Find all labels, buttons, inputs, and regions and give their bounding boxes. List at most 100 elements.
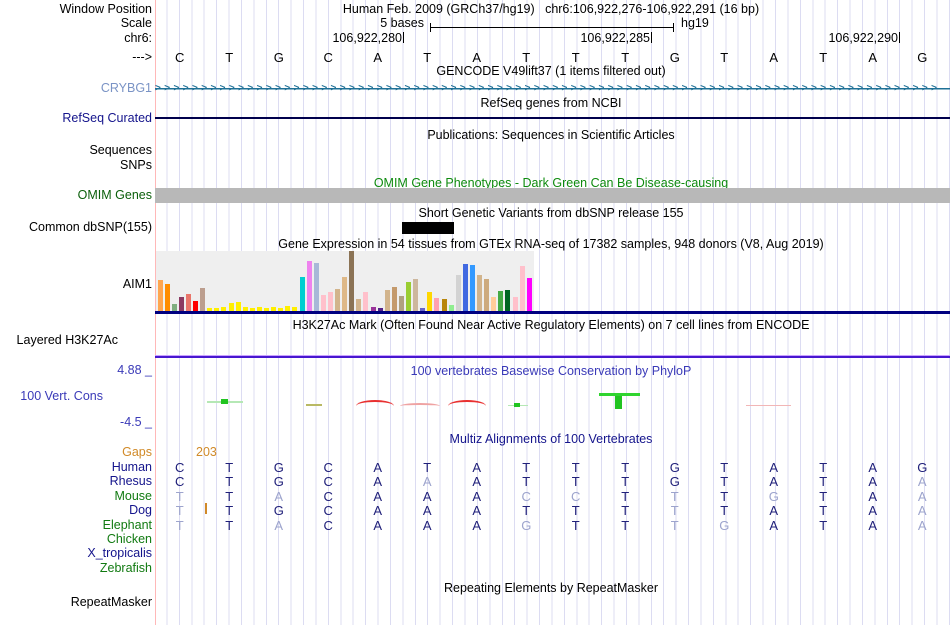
aligned-base: G [719, 517, 730, 533]
gtex-tissue-bar [285, 306, 291, 311]
aligned-base: A [274, 517, 284, 533]
multiz-species-label-mouse[interactable]: Mouse [114, 488, 152, 503]
gtex-tissue-bar [200, 288, 206, 311]
aligned-base: T [225, 460, 234, 475]
gtex-tissue-bar [278, 308, 284, 311]
scale-label: Scale [120, 16, 152, 30]
aligned-base: A [769, 460, 779, 475]
multiz-track-title[interactable]: Multiz Alignments of 100 Vertebrates [449, 432, 653, 446]
aligned-base: G [273, 460, 284, 475]
gtex-tissue-bar [313, 263, 319, 311]
multiz-gaps-label[interactable]: Gaps [122, 445, 152, 459]
gtex-tissue-bar [342, 277, 348, 311]
omim-gene-bar[interactable] [155, 188, 950, 203]
publications-track-title[interactable]: Publications: Sequences in Scientific Ar… [427, 128, 675, 142]
aligned-base: T [571, 503, 580, 519]
aligned-base: G [273, 474, 284, 490]
gtex-gene-label-aim1[interactable]: AIM1 [122, 277, 152, 291]
dbsnp-track-title[interactable]: Short Genetic Variants from dbSNP releas… [418, 206, 684, 220]
omim-genes-label[interactable]: OMIM Genes [77, 188, 152, 202]
aligned-base: T [225, 517, 234, 533]
multiz-species-label-rhesus[interactable]: Rhesus [109, 474, 152, 489]
position-number: 106,922,280 [332, 31, 402, 45]
gtex-tissue-bar [420, 308, 426, 311]
aligned-base: T [819, 460, 828, 475]
strand-direction-label: ---> [132, 50, 152, 64]
crybg1-gene-arrows[interactable]: >>>>>>>>>>>>>>>>>>>>>>>>>>>>>>>>>>>>>>>>… [155, 82, 950, 95]
gencode-track-title[interactable]: GENCODE V49lift37 (1 items filtered out) [436, 64, 666, 78]
aligned-base: T [522, 474, 531, 490]
snps-label[interactable]: SNPs [120, 158, 152, 172]
conservation-min-tick: -4.5 _ [120, 415, 152, 429]
gtex-track-title[interactable]: Gene Expression in 54 tissues from GTEx … [278, 237, 824, 251]
aligned-base: A [472, 517, 482, 533]
reference-base: A [769, 50, 779, 65]
aligned-base: T [819, 517, 828, 533]
multiz-species-label-chicken[interactable]: Chicken [106, 532, 152, 546]
repeatmasker-track-title[interactable]: Repeating Elements by RepeatMasker [443, 581, 658, 595]
aligned-base: A [472, 474, 482, 490]
common-dbsnp-label[interactable]: Common dbSNP(155) [29, 220, 152, 234]
aligned-base: A [472, 503, 482, 519]
h3k27ac-signal-line[interactable] [155, 355, 950, 358]
refseq-gene-line[interactable] [155, 117, 950, 119]
aligned-base: A [769, 503, 779, 519]
multiz-species-label-dog[interactable]: Dog [129, 503, 152, 518]
h3k27ac-track-title[interactable]: H3K27Ac Mark (Often Found Near Active Re… [292, 318, 810, 332]
gtex-tissue-bar [356, 299, 362, 311]
vert-cons-label[interactable]: 100 Vert. Cons [20, 389, 103, 403]
scale-value: 5 bases [380, 16, 424, 30]
aligned-base: T [670, 503, 679, 519]
aligned-base: T [621, 503, 630, 519]
aligned-base: A [373, 488, 383, 504]
gtex-tissue-bar [505, 290, 511, 311]
layered-h3k27ac-label[interactable]: Layered H3K27Ac [16, 333, 118, 347]
aligned-base: A [472, 488, 482, 504]
multiz-species-label-zebrafish[interactable]: Zebrafish [99, 560, 152, 575]
multiz-species-label-elephant[interactable]: Elephant [102, 517, 152, 532]
aligned-base: A [868, 488, 878, 504]
assembly-range-title: Human Feb. 2009 (GRCh37/hg19) chr6:106,9… [155, 2, 947, 16]
gtex-tissue-bar [264, 308, 269, 311]
position-tick [403, 32, 404, 43]
aligned-base: C [175, 474, 185, 490]
gtex-tissue-bar [207, 308, 213, 311]
multiz-species-label-x_tropicalis[interactable]: X_tropicalis [87, 546, 152, 561]
dbsnp-variant-bar[interactable] [402, 222, 454, 234]
aligned-base: C [175, 460, 185, 475]
aligned-base: A [868, 517, 878, 533]
gtex-tissue-bar [526, 278, 532, 311]
reference-base: T [522, 50, 531, 65]
conservation-mark [356, 400, 394, 406]
gtex-tissue-bar [256, 307, 262, 311]
multiz-species-label-human[interactable]: Human [111, 460, 152, 474]
chromosome-label: chr6: [124, 31, 152, 45]
aligned-base: A [868, 503, 878, 519]
gtex-tissue-bar [363, 292, 369, 311]
reference-base: T [225, 50, 234, 65]
gtex-tissue-bar [477, 275, 482, 311]
sequences-label[interactable]: Sequences [89, 143, 152, 157]
repeatmasker-label[interactable]: RepeatMasker [70, 595, 152, 609]
position-tick [899, 32, 900, 43]
conservation-track-title[interactable]: 100 vertebrates Basewise Conservation by… [410, 364, 692, 378]
aligned-base: A [422, 488, 432, 504]
scale-bar [430, 23, 674, 32]
gtex-expression-barchart[interactable] [156, 251, 534, 311]
refseq-track-title[interactable]: RefSeq genes from NCBI [480, 96, 622, 110]
gtex-tissue-bar [157, 280, 163, 311]
conservation-mark [514, 402, 520, 407]
gene-label-crybg1[interactable]: CRYBG1 [100, 81, 152, 95]
reference-base: C [323, 50, 333, 65]
position-range: chr6:106,922,276-106,922,291 (16 bp) [545, 2, 760, 16]
gtex-tissue-bar [178, 297, 184, 311]
gtex-tissue-bar [292, 307, 298, 311]
aligned-base: T [621, 488, 630, 504]
omim-track-title[interactable]: OMIM Gene Phenotypes - Dark Green Can Be… [373, 176, 729, 190]
refseq-curated-label[interactable]: RefSeq Curated [62, 111, 152, 125]
